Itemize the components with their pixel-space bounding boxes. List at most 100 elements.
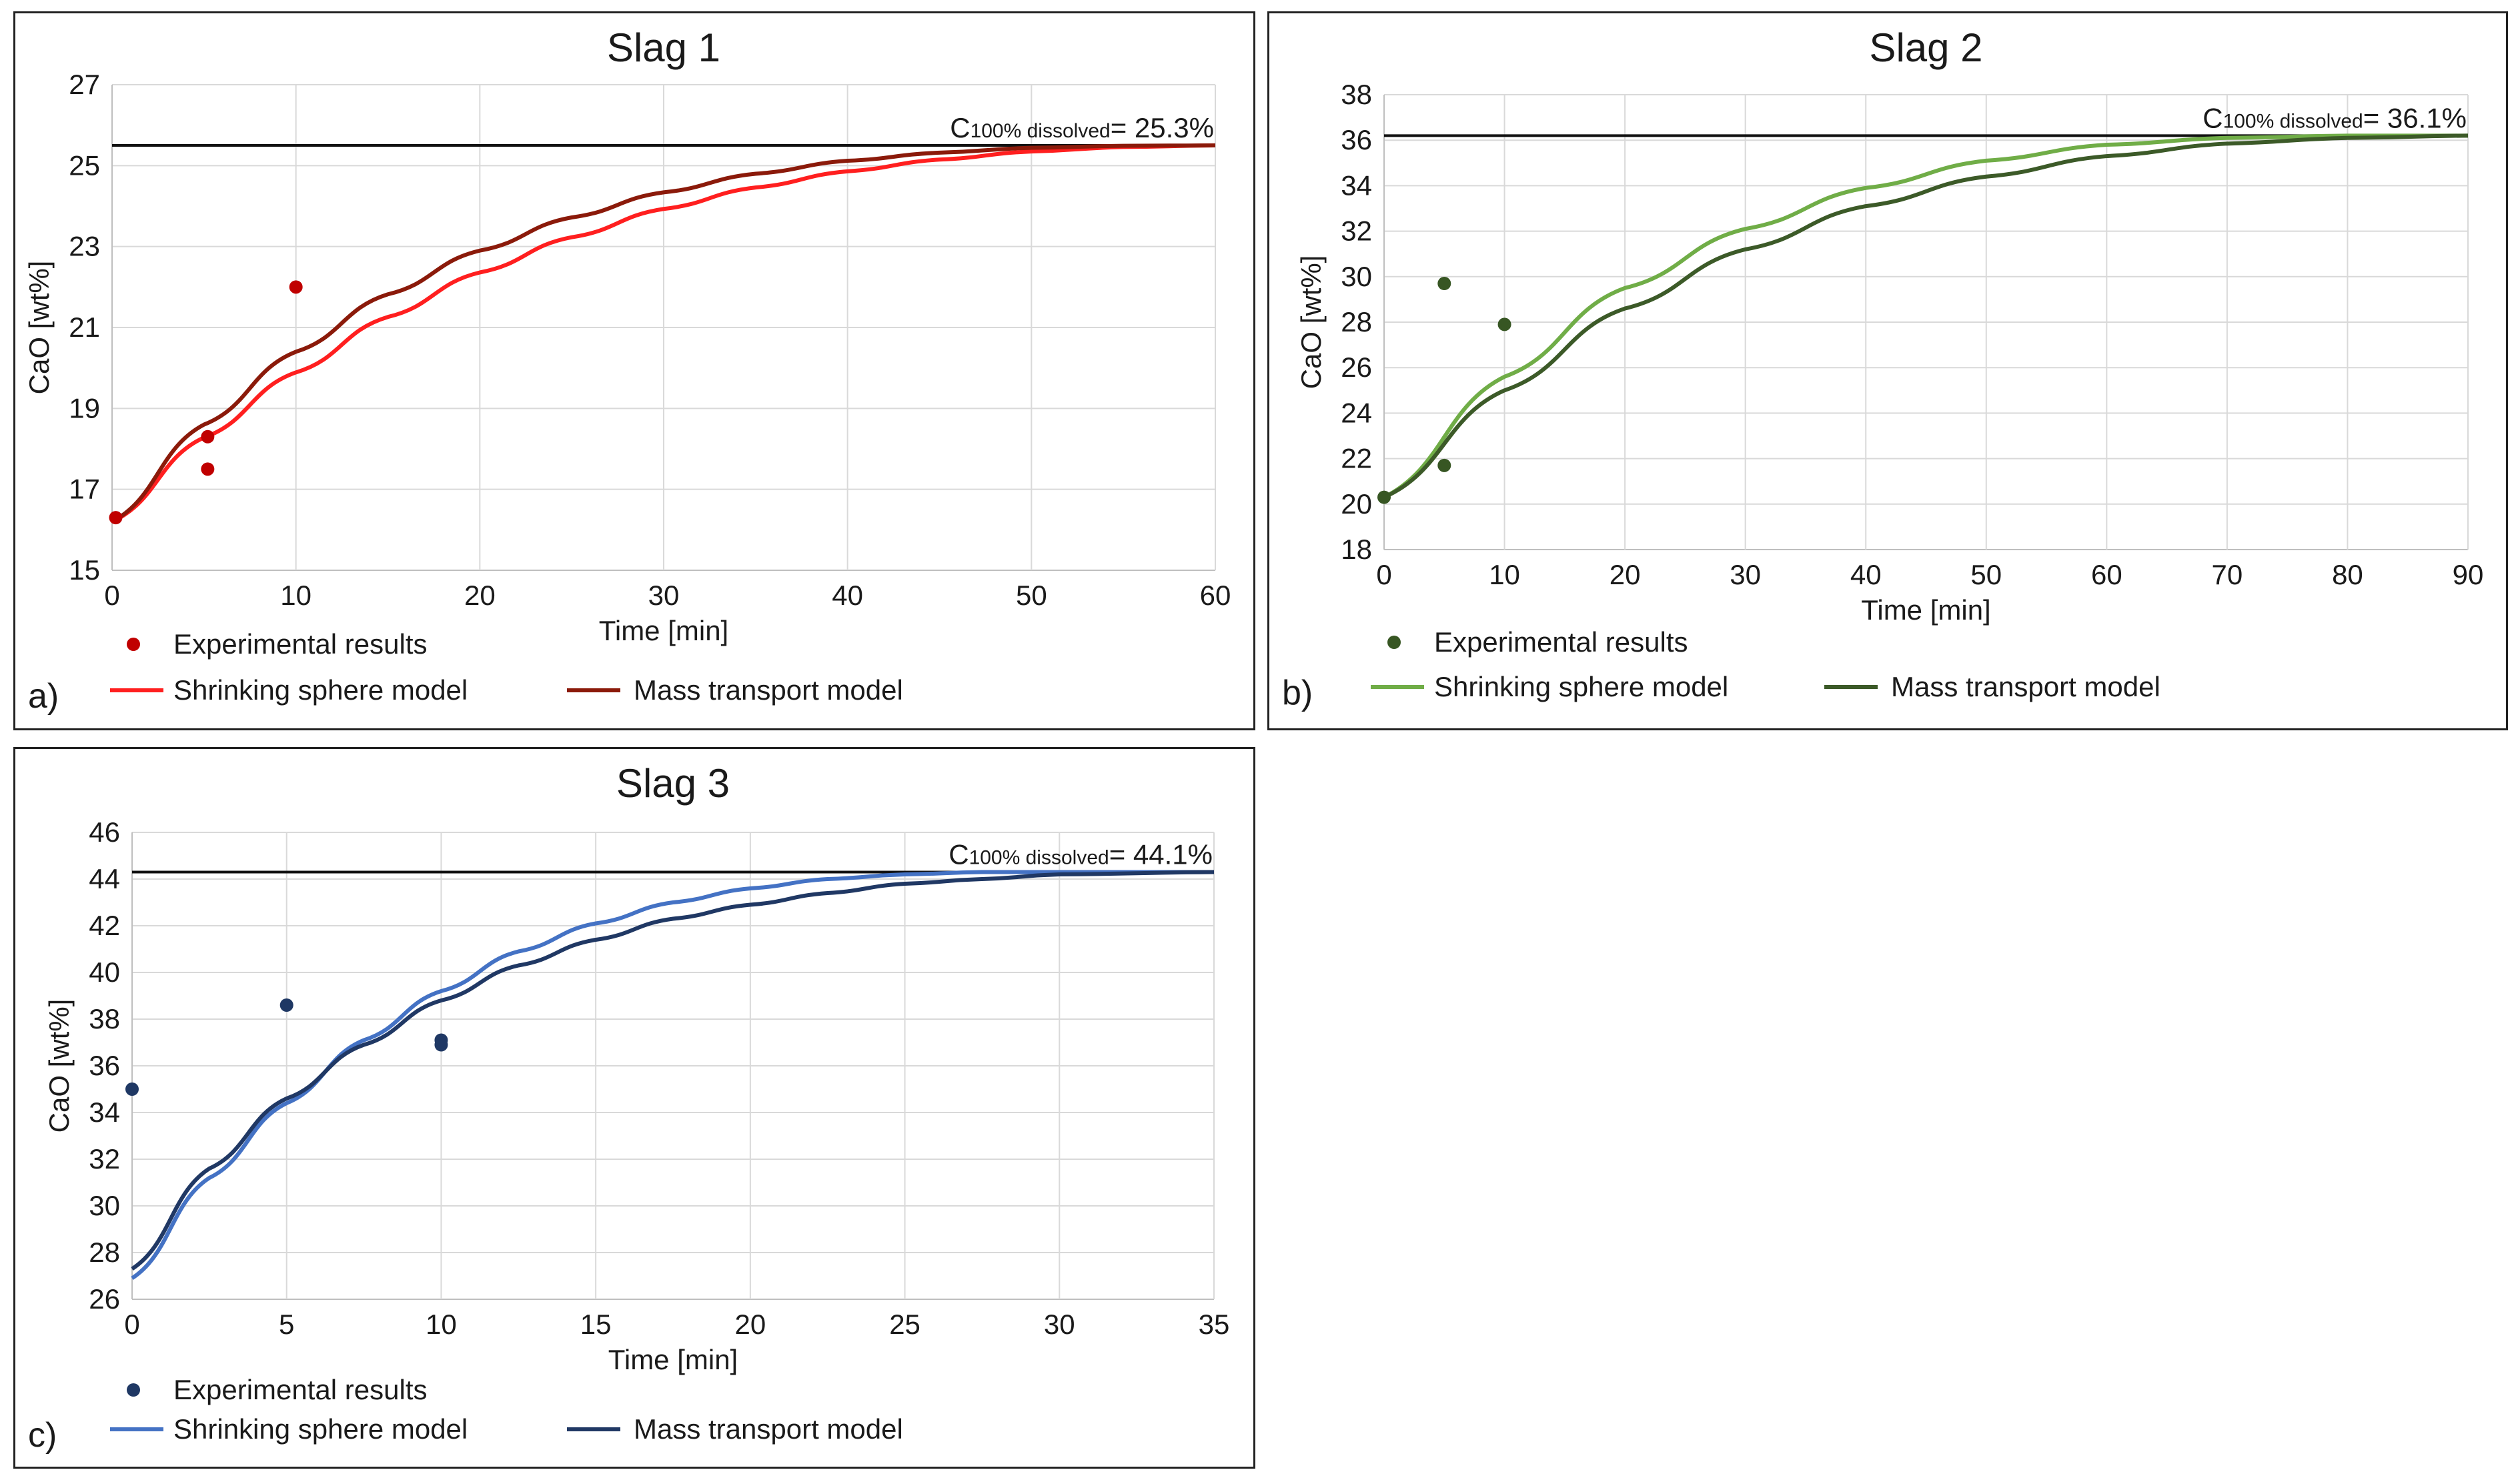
x-tick-label: 20	[464, 580, 496, 611]
legend-mass-transport-label: Mass transport model	[1891, 671, 2160, 702]
shrinking-sphere-line	[1383, 133, 2468, 500]
panel-letter: b)	[1282, 674, 1313, 712]
x-tick-label: 50	[1016, 580, 1047, 611]
x-tick-label: 10	[1489, 559, 1520, 590]
y-tick-label: 25	[69, 149, 100, 181]
chart-title: Slag 1	[607, 25, 720, 70]
mass-transport-line	[111, 143, 1216, 524]
experimental-point	[289, 280, 303, 294]
x-tick-label: 5	[279, 1309, 294, 1340]
y-tick-label: 18	[1341, 534, 1372, 565]
chart-title: Slag 3	[616, 761, 730, 806]
legend-experimental-marker	[1387, 636, 1401, 649]
y-tick-label: 28	[1341, 306, 1372, 337]
y-tick-label: 23	[69, 231, 100, 262]
x-tick-label: 10	[280, 580, 311, 611]
panel-slag-1: Slag 1 15 17 19 21 23 25 27 0 10 20 30 40 50 60 Time [m…	[13, 11, 1255, 730]
x-tick-label: 0	[124, 1309, 139, 1340]
chart-title: Slag 2	[1869, 25, 1982, 70]
y-tick-label: 46	[89, 816, 120, 848]
x-tick-label: 40	[1850, 559, 1882, 590]
x-tick-label: 0	[1376, 559, 1391, 590]
x-tick-label: 80	[2332, 559, 2363, 590]
x-tick-label: 0	[104, 580, 119, 611]
experimental-point	[1437, 277, 1451, 291]
legend-mass-transport-label: Mass transport model	[634, 674, 903, 706]
experimental-point	[201, 462, 215, 476]
y-tick-label: 40	[89, 956, 120, 988]
legend-shrinking-label: Shrinking sphere model	[173, 674, 468, 706]
x-tick-label: 60	[2091, 559, 2122, 590]
y-tick-label: 26	[89, 1283, 120, 1315]
y-axis-label: CaO [wt%]	[43, 999, 75, 1133]
y-tick-label: 32	[1341, 215, 1372, 247]
y-tick-label: 36	[1341, 124, 1372, 155]
y-tick-label: 36	[89, 1050, 120, 1081]
x-tick-label: 10	[426, 1309, 457, 1340]
x-tick-label: 30	[648, 580, 680, 611]
experimental-point	[1377, 490, 1391, 504]
panel-slag-3: Slag 3 26 28 30 32 34 36 38 40 42 44 46 0 5 10 15 20 25 30…	[13, 747, 1255, 1469]
y-axis-label: CaO [wt%]	[23, 261, 55, 395]
x-axis-label: Time [min]	[599, 615, 728, 646]
panel-letter: c)	[28, 1416, 57, 1455]
dissolved-annotation: C100% dissolved= 36.1%	[2202, 102, 2467, 133]
y-tick-label: 21	[69, 311, 100, 343]
shrinking-sphere-line	[131, 870, 1214, 1281]
y-tick-label: 34	[1341, 169, 1372, 201]
y-tick-label: 32	[89, 1143, 120, 1175]
x-tick-label: 60	[1200, 580, 1231, 611]
chart-svg: Slag 1 15 17 19 21 23 25 27 0 10 20 30 40 50 60 Time [m…	[23, 25, 1231, 716]
y-tick-label: 42	[89, 910, 120, 941]
experimental-point	[1437, 458, 1451, 472]
y-tick-label: 44	[89, 863, 120, 894]
y-tick-label: 28	[89, 1237, 120, 1268]
legend-shrinking-label: Shrinking sphere model	[1434, 671, 1728, 702]
experimental-point	[201, 430, 215, 444]
x-tick-label: 20	[1610, 559, 1641, 590]
dissolved-annotation: C100% dissolved= 25.3%	[950, 112, 1214, 143]
legend-experimental-label: Experimental results	[1434, 626, 1688, 658]
legend-experimental-label: Experimental results	[173, 1374, 427, 1405]
shrinking-sphere-line	[111, 143, 1216, 524]
x-tick-label: 40	[832, 580, 863, 611]
legend-shrinking-label: Shrinking sphere model	[173, 1413, 468, 1445]
y-tick-label: 38	[1341, 79, 1372, 110]
x-tick-label: 20	[734, 1309, 766, 1340]
y-tick-label: 19	[69, 392, 100, 424]
x-tick-label: 90	[2453, 559, 2484, 590]
y-tick-label: 20	[1341, 488, 1372, 520]
y-tick-label: 17	[69, 474, 100, 505]
legend-experimental-marker	[127, 1383, 140, 1397]
chart-svg: Slag 3 26 28 30 32 34 36 38 40 42 44 46 0 5 10 15 20 25 30…	[28, 761, 1229, 1455]
mass-transport-line	[131, 870, 1215, 1271]
experimental-point	[434, 1038, 448, 1052]
y-tick-label: 24	[1341, 397, 1372, 428]
x-axis-label: Time [min]	[1861, 594, 1990, 626]
y-tick-label: 38	[89, 1003, 120, 1034]
y-tick-label: 22	[1341, 443, 1372, 474]
y-tick-label: 27	[69, 69, 100, 100]
y-tick-label: 26	[1341, 351, 1372, 383]
x-tick-label: 15	[580, 1309, 612, 1340]
x-axis-label: Time [min]	[608, 1344, 738, 1375]
x-tick-label: 70	[2212, 559, 2243, 590]
experimental-point	[1497, 317, 1511, 331]
y-axis-label: CaO [wt%]	[1295, 255, 1327, 390]
legend-experimental-marker	[127, 638, 140, 651]
y-tick-label: 15	[69, 554, 100, 586]
panel-slag-2: Slag 2 18 20 22 24 26 28 30 32 34 36 38 0 10 20 30 40 50 6…	[1267, 11, 2508, 730]
x-tick-label: 30	[1044, 1309, 1075, 1340]
experimental-point	[279, 998, 293, 1012]
experimental-point	[125, 1082, 139, 1096]
x-tick-label: 30	[1730, 559, 1761, 590]
experimental-point	[109, 511, 123, 525]
mass-transport-line	[1383, 133, 2469, 500]
chart-svg: Slag 2 18 20 22 24 26 28 30 32 34 36 38 0 10 20 30 40 50 6…	[1282, 25, 2484, 712]
y-tick-label: 34	[89, 1096, 120, 1128]
legend-experimental-label: Experimental results	[173, 628, 427, 660]
x-tick-label: 25	[889, 1309, 920, 1340]
y-tick-label: 30	[89, 1190, 120, 1221]
legend-mass-transport-label: Mass transport model	[634, 1413, 903, 1445]
panel-letter: a)	[28, 677, 59, 716]
